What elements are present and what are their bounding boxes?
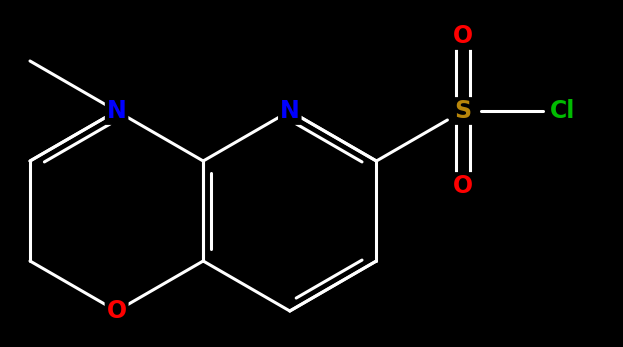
Text: O: O — [107, 299, 126, 323]
Text: O: O — [453, 24, 473, 48]
Text: N: N — [107, 99, 126, 123]
Text: Cl: Cl — [550, 99, 576, 123]
Text: N: N — [280, 99, 300, 123]
Text: O: O — [453, 174, 473, 198]
Text: S: S — [454, 99, 472, 123]
